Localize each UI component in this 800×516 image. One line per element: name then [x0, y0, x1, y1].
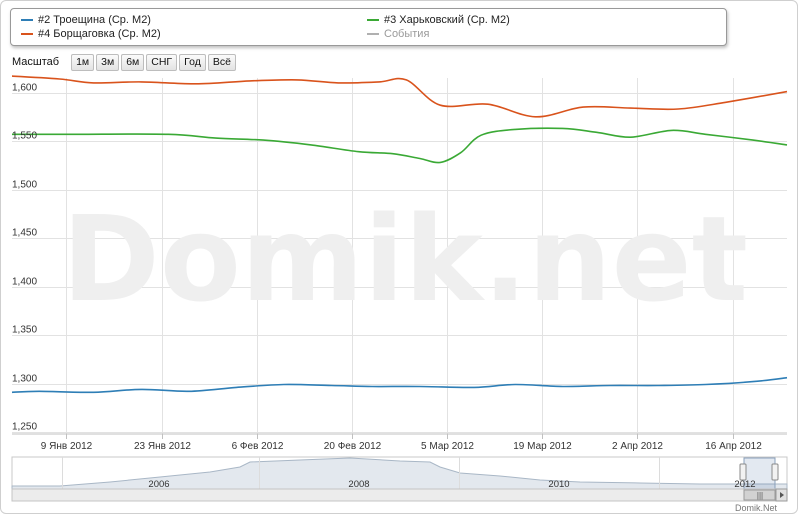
zoom-selector: Масштаб 1м 3м 6м СНГ Год Всё [12, 53, 238, 71]
legend-swatch-kharkovsky [367, 19, 379, 21]
legend-item-events[interactable]: События [367, 27, 429, 41]
legend-swatch-troeschina [21, 19, 33, 21]
legend-label-kharkovsky: #3 Харьковский (Ср. М2) [384, 14, 510, 26]
zoom-button-ytd[interactable]: СНГ [146, 53, 178, 71]
chart-legend: #2 Троещина (Ср. М2) #3 Харьковский (Ср.… [10, 8, 727, 46]
legend-item-troeschina[interactable]: #2 Троещина (Ср. М2) [21, 13, 151, 27]
legend-item-borschagovka[interactable]: #4 Борщаговка (Ср. М2) [21, 27, 161, 41]
legend-item-kharkovsky[interactable]: #3 Харьковский (Ср. М2) [367, 13, 510, 27]
zoom-button-3m[interactable]: 3м [96, 53, 120, 71]
zoom-button-all[interactable]: Всё [207, 53, 236, 71]
zoom-button-1m[interactable]: 1м [71, 53, 95, 71]
legend-label-troeschina: #2 Троещина (Ср. М2) [38, 14, 151, 26]
legend-swatch-events [367, 33, 379, 35]
zoom-button-6m[interactable]: 6м [121, 53, 145, 71]
zoom-label: Масштаб [12, 56, 60, 68]
zoom-button-year[interactable]: Год [179, 53, 206, 71]
legend-label-borschagovka: #4 Борщаговка (Ср. М2) [38, 28, 161, 40]
legend-swatch-borschagovka [21, 33, 33, 35]
legend-label-events: События [384, 28, 430, 40]
